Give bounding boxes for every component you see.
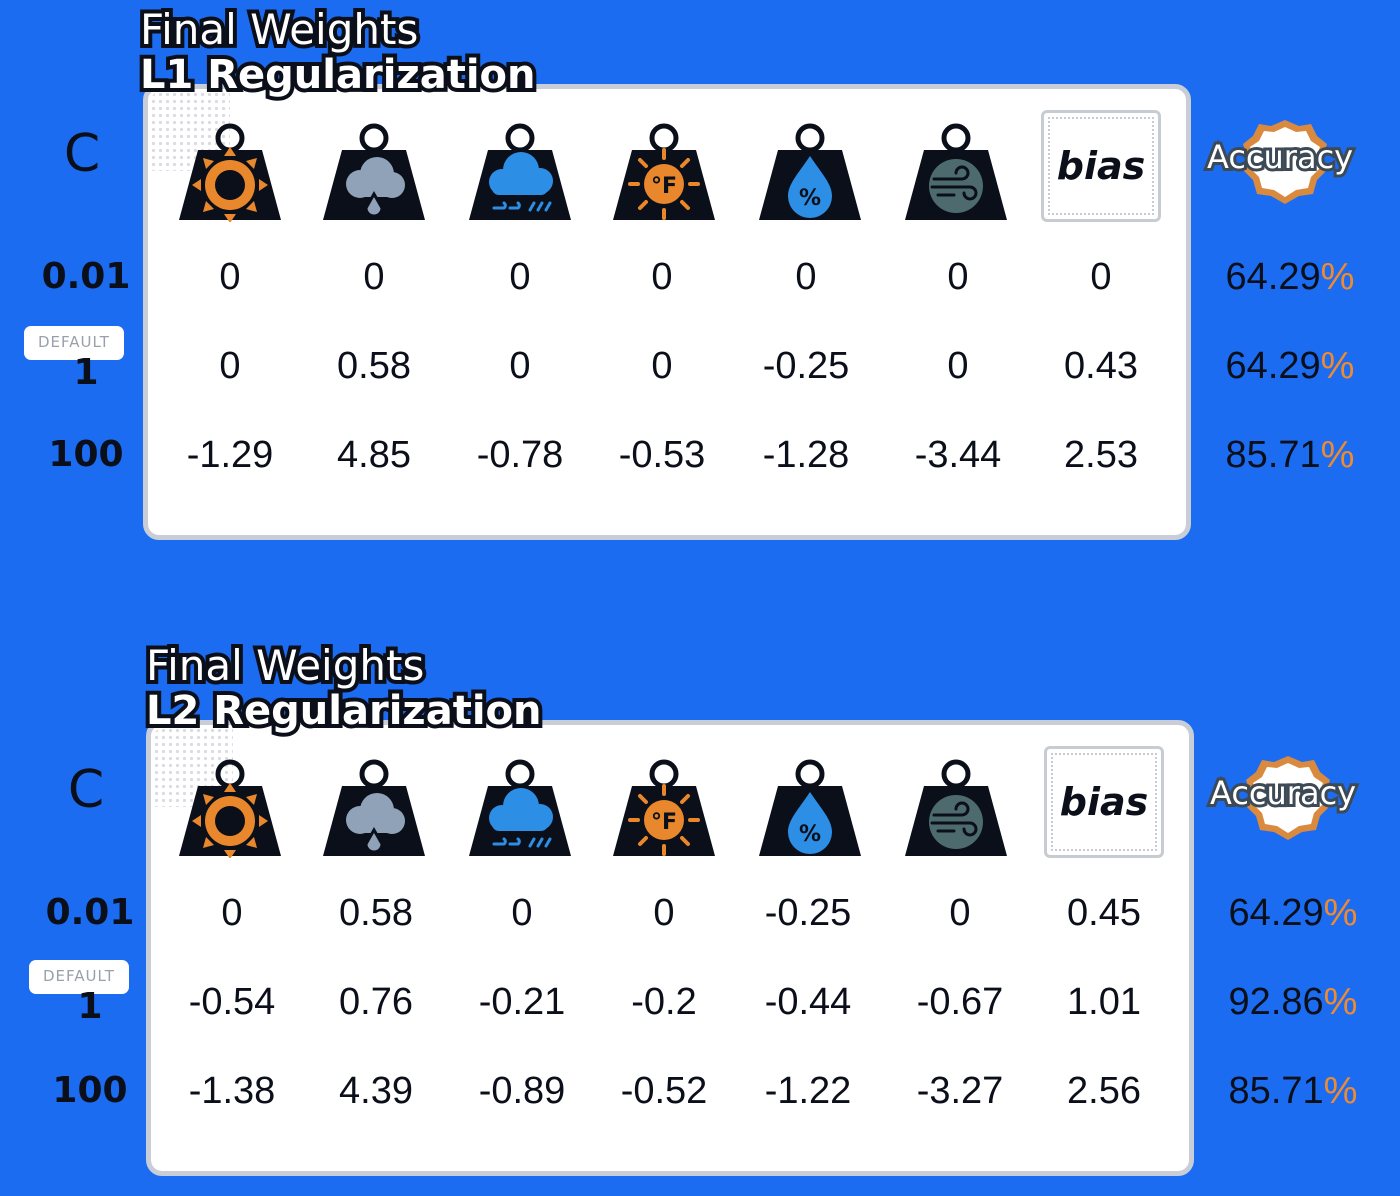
weight-cell: -0.25 bbox=[764, 892, 852, 934]
weight-cell: 0 bbox=[511, 892, 533, 934]
section-title: Final Weights bbox=[142, 641, 428, 691]
accuracy-header: Accuracy bbox=[1207, 774, 1359, 812]
wind-weight-icon bbox=[904, 122, 1008, 222]
rain-cloud-weight-icon bbox=[468, 122, 572, 222]
bias-cell: 2.53 bbox=[1064, 434, 1138, 476]
c-value: 100 bbox=[48, 434, 124, 475]
weight-cell: -0.25 bbox=[762, 345, 850, 387]
accuracy-value: 85.71% bbox=[1225, 434, 1355, 476]
humidity-weight-icon bbox=[758, 758, 862, 858]
hail-cloud-weight-icon bbox=[322, 122, 426, 222]
bias-header: bias bbox=[1041, 110, 1161, 222]
wind-weight-icon bbox=[904, 758, 1008, 858]
c-value: 1 bbox=[73, 352, 99, 393]
weight-cell: 0.58 bbox=[339, 892, 413, 934]
weight-cell: 0 bbox=[651, 256, 673, 298]
weight-cell: 0 bbox=[221, 892, 243, 934]
bias-cell: 0.43 bbox=[1064, 345, 1138, 387]
weight-cell: -0.54 bbox=[188, 981, 276, 1023]
default-badge: DEFAULT bbox=[24, 326, 124, 360]
accuracy-value: 85.71% bbox=[1228, 1070, 1358, 1112]
weight-cell: -1.28 bbox=[762, 434, 850, 476]
c-value: 100 bbox=[52, 1070, 128, 1111]
temperature-weight-icon bbox=[612, 758, 716, 858]
weight-cell: -0.52 bbox=[620, 1070, 708, 1112]
accuracy-value: 64.29% bbox=[1225, 256, 1355, 298]
weight-cell: -0.78 bbox=[476, 434, 564, 476]
weight-cell: 0 bbox=[947, 256, 969, 298]
weight-cell: 0 bbox=[651, 345, 673, 387]
weight-cell: 4.85 bbox=[337, 434, 411, 476]
section-subtitle: L2 Regularization bbox=[142, 687, 545, 735]
weight-cell: 0 bbox=[947, 345, 969, 387]
accuracy-header: Accuracy bbox=[1204, 138, 1356, 176]
accuracy-value: 64.29% bbox=[1228, 892, 1358, 934]
weight-cell: -1.38 bbox=[188, 1070, 276, 1112]
bias-cell: 0 bbox=[1090, 256, 1112, 298]
weight-cell: 0.76 bbox=[339, 981, 413, 1023]
rain-cloud-weight-icon bbox=[468, 758, 572, 858]
weight-cell: -0.89 bbox=[478, 1070, 566, 1112]
humidity-weight-icon bbox=[758, 122, 862, 222]
weight-cell: -1.22 bbox=[764, 1070, 852, 1112]
temperature-weight-icon bbox=[612, 122, 716, 222]
sun-weight-icon bbox=[178, 122, 282, 222]
sun-weight-icon bbox=[178, 758, 282, 858]
c-value: 0.01 bbox=[45, 892, 135, 933]
weight-cell: -0.2 bbox=[631, 981, 697, 1023]
c-value: 0.01 bbox=[41, 256, 131, 297]
weight-cell: 0 bbox=[949, 892, 971, 934]
weight-cell: -3.44 bbox=[914, 434, 1002, 476]
section-title: Final Weights bbox=[136, 5, 422, 55]
weight-cell: 4.39 bbox=[339, 1070, 413, 1112]
weight-cell: 0.58 bbox=[337, 345, 411, 387]
bias-cell: 2.56 bbox=[1067, 1070, 1141, 1112]
l1-section: Final Weights L1 Regularization C bias A… bbox=[0, 0, 1400, 560]
weight-cell: -1.29 bbox=[186, 434, 274, 476]
c-value: 1 bbox=[77, 986, 103, 1027]
l2-section: Final Weights L2 Regularization C bias A… bbox=[0, 636, 1400, 1196]
default-badge: DEFAULT bbox=[29, 960, 129, 994]
c-header: C bbox=[67, 760, 105, 820]
bias-cell: 1.01 bbox=[1067, 981, 1141, 1023]
accuracy-value: 64.29% bbox=[1225, 345, 1355, 387]
weight-cell: -0.67 bbox=[916, 981, 1004, 1023]
bias-cell: 0.45 bbox=[1067, 892, 1141, 934]
section-subtitle: L1 Regularization bbox=[136, 51, 539, 99]
weight-cell: -3.27 bbox=[916, 1070, 1004, 1112]
weight-cell: 0 bbox=[509, 256, 531, 298]
weight-cell: 0 bbox=[509, 345, 531, 387]
weight-cell: 0 bbox=[795, 256, 817, 298]
bias-header: bias bbox=[1044, 746, 1164, 858]
c-header: C bbox=[63, 124, 101, 184]
weight-cell: 0 bbox=[363, 256, 385, 298]
weight-cell: -0.21 bbox=[478, 981, 566, 1023]
hail-cloud-weight-icon bbox=[322, 758, 426, 858]
weight-cell: 0 bbox=[219, 256, 241, 298]
weight-cell: 0 bbox=[653, 892, 675, 934]
weight-cell: -0.44 bbox=[764, 981, 852, 1023]
weight-cell: 0 bbox=[219, 345, 241, 387]
accuracy-value: 92.86% bbox=[1228, 981, 1358, 1023]
weight-cell: -0.53 bbox=[618, 434, 706, 476]
